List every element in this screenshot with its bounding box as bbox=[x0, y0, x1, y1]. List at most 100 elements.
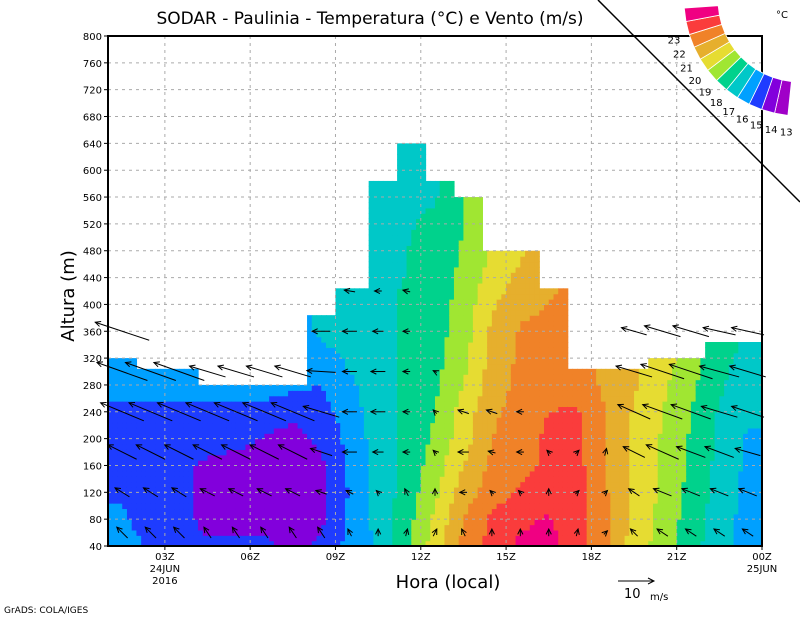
temperature-cell bbox=[544, 401, 550, 408]
temperature-cell bbox=[212, 460, 218, 467]
temperature-cell bbox=[515, 384, 521, 391]
temperature-cell bbox=[378, 417, 384, 424]
temperature-cell bbox=[259, 470, 265, 477]
temperature-cell bbox=[250, 524, 256, 531]
temperature-cell bbox=[510, 401, 517, 408]
temperature-cell bbox=[150, 368, 156, 375]
temperature-cell bbox=[520, 519, 526, 526]
temperature-cell bbox=[321, 540, 327, 547]
temperature-cell bbox=[207, 438, 213, 445]
temperature-cell bbox=[477, 250, 483, 257]
temperature-cell bbox=[425, 358, 431, 365]
temperature-cell bbox=[624, 368, 630, 375]
temperature-cell bbox=[449, 272, 455, 279]
temperature-cell bbox=[392, 272, 398, 279]
temperature-cell bbox=[108, 444, 114, 450]
temperature-cell bbox=[539, 524, 545, 531]
temperature-cell bbox=[425, 411, 431, 418]
temperature-cell bbox=[160, 513, 166, 520]
temperature-cell bbox=[136, 465, 142, 472]
temperature-cell bbox=[217, 438, 223, 445]
temperature-cell bbox=[525, 411, 531, 418]
temperature-cell bbox=[439, 186, 446, 193]
temperature-cell bbox=[392, 277, 398, 284]
temperature-cell bbox=[112, 368, 119, 375]
temperature-cell bbox=[344, 492, 351, 499]
temperature-cell bbox=[534, 513, 540, 520]
temperature-cell bbox=[463, 422, 469, 429]
temperature-cell bbox=[174, 454, 180, 461]
temperature-cell bbox=[392, 315, 398, 322]
temperature-cell bbox=[406, 417, 412, 424]
temperature-cell bbox=[525, 266, 531, 273]
temperature-cell bbox=[435, 497, 441, 504]
temperature-cell bbox=[136, 540, 142, 547]
temperature-cell bbox=[444, 250, 450, 257]
temperature-cell bbox=[207, 384, 213, 391]
temperature-cell bbox=[179, 406, 185, 413]
temperature-cell bbox=[515, 347, 521, 354]
temperature-cell bbox=[164, 406, 171, 413]
temperature-cell bbox=[482, 438, 488, 445]
temperature-cell bbox=[520, 454, 526, 461]
temperature-cell bbox=[439, 411, 446, 418]
temperature-cell bbox=[368, 191, 374, 198]
temperature-cell bbox=[179, 379, 185, 386]
temperature-cell bbox=[273, 497, 280, 504]
temperature-cell bbox=[577, 529, 583, 536]
temperature-cell bbox=[416, 358, 422, 365]
temperature-cell bbox=[463, 218, 469, 225]
temperature-cell bbox=[491, 497, 498, 504]
temperature-cell bbox=[359, 368, 365, 375]
temperature-cell bbox=[596, 374, 602, 381]
temperature-cell bbox=[468, 309, 474, 316]
temperature-cell bbox=[544, 299, 550, 306]
temperature-cell bbox=[472, 384, 479, 391]
temperature-cell bbox=[397, 476, 403, 483]
temperature-cell bbox=[363, 411, 370, 418]
temperature-cell bbox=[425, 368, 431, 375]
temperature-cell bbox=[288, 460, 294, 467]
temperature-cell bbox=[515, 282, 521, 289]
temperature-cell bbox=[231, 438, 237, 445]
temperature-cell bbox=[596, 540, 602, 547]
temperature-cell bbox=[610, 438, 616, 445]
temperature-cell bbox=[496, 422, 502, 429]
temperature-cell bbox=[112, 390, 119, 397]
temperature-cell bbox=[411, 438, 417, 445]
temperature-cell bbox=[122, 503, 128, 510]
temperature-cell bbox=[283, 529, 289, 536]
temperature-cell bbox=[544, 411, 550, 418]
temperature-cell bbox=[406, 207, 412, 214]
temperature-cell bbox=[354, 315, 360, 322]
temperature-cell bbox=[378, 336, 384, 343]
temperature-cell bbox=[302, 411, 308, 418]
temperature-cell bbox=[335, 315, 341, 322]
temperature-cell bbox=[600, 524, 607, 531]
temperature-cell bbox=[496, 524, 502, 531]
temperature-cell bbox=[558, 331, 564, 338]
temperature-cell bbox=[562, 336, 569, 343]
temperature-cell bbox=[577, 422, 583, 429]
temperature-cell bbox=[411, 529, 417, 536]
temperature-cell bbox=[425, 240, 431, 246]
temperature-cell bbox=[558, 336, 564, 343]
temperature-cell bbox=[515, 261, 521, 268]
temperature-cell bbox=[235, 476, 242, 483]
temperature-cell bbox=[439, 368, 446, 375]
temperature-cell bbox=[254, 454, 261, 461]
temperature-cell bbox=[198, 460, 204, 467]
temperature-cell bbox=[326, 513, 332, 520]
temperature-cell bbox=[562, 503, 569, 510]
temperature-cell bbox=[506, 513, 512, 520]
temperature-cell bbox=[501, 282, 507, 289]
temperature-cell bbox=[496, 325, 502, 332]
temperature-cell bbox=[169, 368, 175, 375]
temperature-cell bbox=[259, 535, 265, 542]
temperature-cell bbox=[401, 460, 408, 467]
temperature-cell bbox=[330, 540, 337, 547]
temperature-cell bbox=[439, 256, 446, 263]
temperature-cell bbox=[335, 309, 341, 316]
temperature-cell bbox=[477, 384, 483, 391]
temperature-cell bbox=[581, 406, 588, 413]
